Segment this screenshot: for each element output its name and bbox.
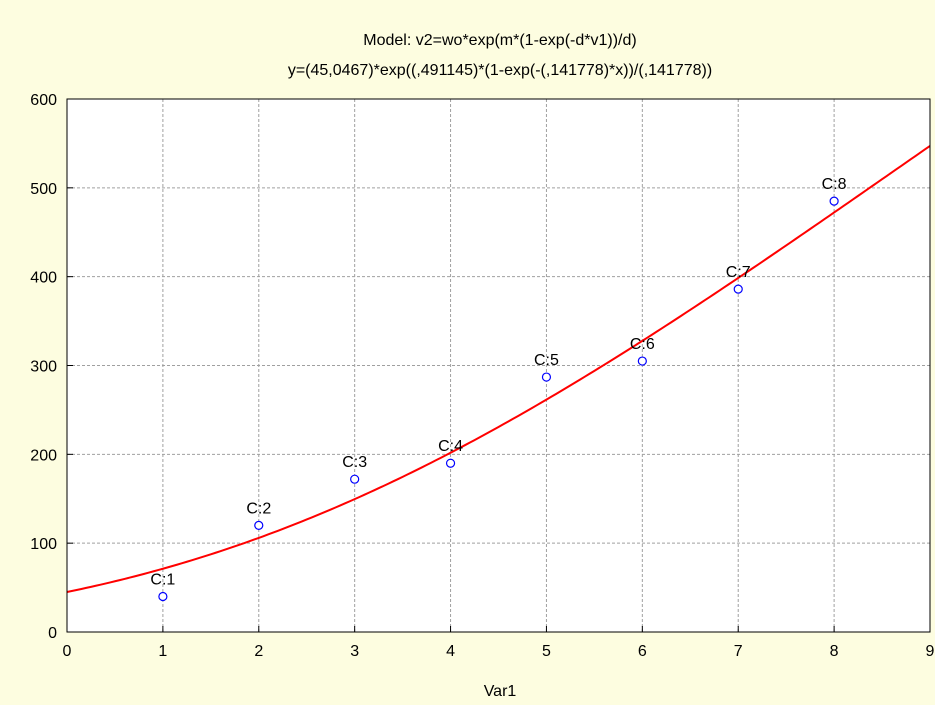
data-point <box>350 474 360 484</box>
y-tick-label: 600 <box>30 92 57 109</box>
x-tick-label: 8 <box>830 643 839 660</box>
x-tick-label: 3 <box>350 643 359 660</box>
data-point <box>254 520 264 531</box>
data-point-label: C:4 <box>438 438 463 455</box>
data-point-label: C:3 <box>342 454 367 471</box>
data-points: C:1 C:2 C:3 C:4 C:5 C:6 C:7 C:8 <box>150 176 847 602</box>
y-tick-label: 300 <box>30 359 57 376</box>
x-tick-label: 1 <box>158 643 167 660</box>
x-tick-label: 4 <box>446 643 455 660</box>
y-tick-label: 200 <box>30 447 57 464</box>
data-point <box>541 372 552 382</box>
y-tick-label: 0 <box>48 625 57 642</box>
x-axis-label: Var1 <box>484 683 517 700</box>
data-point <box>829 196 839 206</box>
data-point <box>445 458 456 468</box>
data-point-label: C:1 <box>150 571 175 588</box>
x-tick-label: 9 <box>926 643 935 660</box>
data-point-label: C:8 <box>822 176 847 193</box>
data-point-label: C:7 <box>726 264 751 281</box>
chart-title: Model: v2=wo*exp(m*(1-exp(-d*v1))/d) <box>363 32 636 49</box>
data-point <box>637 356 647 366</box>
data-point-label: C:5 <box>534 352 559 369</box>
x-tick-label: 2 <box>254 643 263 660</box>
y-tick-label: 500 <box>30 181 57 198</box>
data-point-label: C:2 <box>246 500 271 517</box>
x-tick-label: 0 <box>63 643 72 660</box>
y-tick-label: 100 <box>30 536 57 553</box>
y-tick-label: 400 <box>30 270 57 287</box>
data-point <box>158 591 168 602</box>
x-tick-label: 7 <box>734 643 743 660</box>
x-tick-label: 6 <box>638 643 647 660</box>
chart-subtitle: y=(45,0467)*exp((,491145)*(1-exp(-(,1417… <box>288 62 712 79</box>
fit-curve <box>66 145 931 593</box>
data-point <box>733 284 743 294</box>
plot-frame <box>66 98 931 633</box>
x-tick-label: 5 <box>542 643 551 660</box>
data-point-label: C:6 <box>630 336 655 353</box>
